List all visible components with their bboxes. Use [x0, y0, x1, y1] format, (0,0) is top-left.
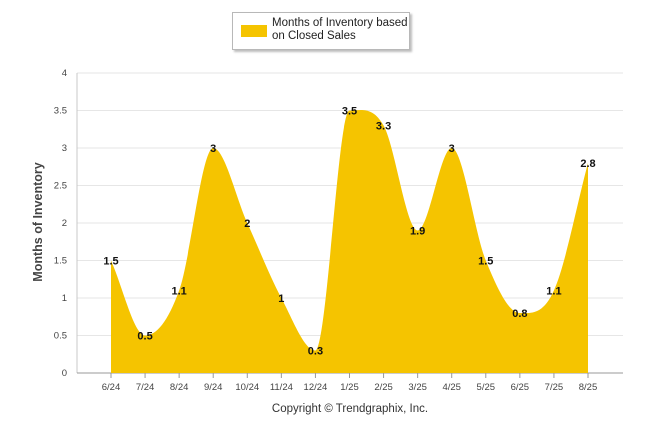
series-area: [111, 109, 588, 373]
data-label: 3.3: [376, 121, 391, 133]
x-tick-label: 11/24: [270, 382, 293, 393]
x-tick-label: 7/25: [545, 382, 564, 393]
x-tick-label: 12/24: [304, 382, 328, 393]
y-axis-label: Months of Inventory: [31, 162, 45, 281]
data-label: 1.1: [546, 286, 561, 298]
data-label: 2.8: [580, 158, 595, 170]
legend: Months of Inventory based on Closed Sale…: [232, 12, 410, 50]
data-label: 0.3: [308, 346, 323, 358]
y-tick-label: 1.5: [54, 256, 67, 267]
x-tick-label: 1/25: [340, 382, 359, 393]
x-tick-label: 6/25: [511, 382, 530, 393]
y-tick-label: 2: [62, 218, 67, 229]
data-label: 1.5: [478, 256, 493, 268]
data-label: 2: [244, 218, 250, 230]
y-tick-label: 3.5: [54, 106, 67, 117]
x-tick-label: 8/25: [579, 382, 598, 393]
legend-swatch: [241, 25, 267, 37]
x-tick-label: 5/25: [477, 382, 496, 393]
y-tick-label: 0.5: [54, 331, 67, 342]
y-tick-label: 4: [62, 68, 67, 79]
x-tick-label: 4/25: [442, 382, 461, 393]
data-label: 3: [210, 143, 216, 155]
data-label: 1: [278, 293, 284, 305]
data-label: 0.8: [512, 308, 527, 320]
x-tick-label: 3/25: [408, 382, 427, 393]
x-tick-label: 7/24: [136, 382, 155, 393]
y-tick-label: 1: [62, 293, 67, 304]
x-tick-label: 2/25: [374, 382, 393, 393]
x-tick-label: 6/24: [102, 382, 121, 393]
data-labels: 1.5 0.5 1.1 3 2 1 0.3 3.5 3.3 1.9 3 1.5 0.8 1.1 2.8: [103, 106, 595, 358]
x-axis-ticks: 6/24 7/24 8/24 9/24 10/24 11/24 12/24 1/25 2/25 3…: [102, 373, 598, 393]
y-tick-label: 3: [62, 143, 67, 154]
copyright-credit: Copyright © Trendgraphix, Inc.: [272, 403, 428, 415]
x-tick-label: 10/24: [235, 382, 259, 393]
y-tick-label: 0: [62, 368, 67, 379]
legend-label: Months of Inventory based on Closed Sale…: [272, 17, 408, 42]
y-tick-label: 2.5: [54, 181, 67, 192]
data-label: 0.5: [137, 331, 152, 343]
data-label: 3: [449, 143, 455, 155]
y-axis-ticks: 0 0.5 1 1.5 2 2.5 3 3.5 4: [54, 68, 67, 379]
data-label: 1.5: [103, 256, 118, 268]
data-label: 1.9: [410, 226, 425, 238]
data-label: 1.1: [171, 286, 186, 298]
x-tick-label: 8/24: [170, 382, 189, 393]
x-tick-label: 9/24: [204, 382, 223, 393]
series-area-path: [111, 109, 588, 373]
data-label: 3.5: [342, 106, 357, 118]
